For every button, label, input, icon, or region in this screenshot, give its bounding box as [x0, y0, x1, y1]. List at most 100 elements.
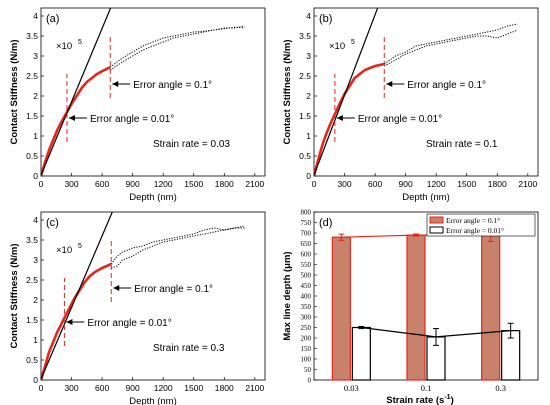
tail-curve-1 [384, 23, 518, 65]
y-tick-label: 150 [301, 345, 312, 353]
x-category-label: 0.3 [495, 383, 506, 393]
linear-fit-line [41, 212, 113, 380]
y-tick-label: 1.5 [26, 111, 38, 121]
panel-a: 0 300 600 900 1200 1500 1800 2100 0 0.5 1 1.5 2 2.5 3 3… [9, 7, 266, 203]
x-axis-label: Depth (nm) [402, 192, 450, 203]
x-tick-label: 900 [126, 383, 140, 393]
error-angle-small-label: Error angle = 0.01° [358, 114, 442, 125]
y-tick-label: 3.5 [299, 31, 311, 41]
arrow-error-small-head [66, 319, 73, 325]
x-tick-label: 300 [64, 179, 78, 189]
legend-box [426, 213, 536, 237]
y-tick-label: 1 [306, 131, 311, 141]
x-tick-label: 1500 [184, 179, 203, 189]
y-tick-label: 3 [306, 51, 311, 61]
y-tick-label: 0 [33, 375, 38, 385]
legend-label-1: Error angle = 0.1° [446, 216, 500, 225]
y-tick-label: 750 [301, 219, 312, 227]
y-tick-label: 2.5 [26, 275, 38, 285]
y-tick-label: 4 [306, 11, 311, 21]
y-tick-label: 0.5 [26, 151, 38, 161]
y-tick-label: 0.5 [299, 151, 311, 161]
panel-label: (a) [46, 13, 59, 25]
x-axis-label: Depth (nm) [129, 192, 177, 203]
x-tick-label: 1200 [154, 383, 173, 393]
x-tick-label: 0 [39, 383, 44, 393]
x-axis-label-exponent: -1 [444, 394, 450, 401]
x-tick-label: 900 [126, 179, 140, 189]
x-tick-label: 900 [399, 179, 413, 189]
y-tick-label: 4 [33, 215, 38, 225]
y-tick-label: 600 [301, 251, 312, 259]
y-tick-label: 550 [301, 261, 312, 269]
x-tick-label: 1500 [457, 179, 476, 189]
y-tick-label: 250 [301, 324, 312, 332]
tail-curve-2 [109, 26, 245, 71]
y-tick-label: 3 [33, 255, 38, 265]
x-axis-label: Strain rate (s-1) [386, 394, 453, 405]
panel-d: 0 50 100 150 200 250 300 350 400 450 500 550 600 650 7… [282, 209, 539, 405]
x-tick-label: 300 [64, 383, 78, 393]
error-angle-small-label: Error angle = 0.01° [90, 114, 174, 125]
tail-curve-2 [384, 29, 518, 67]
bar-series1-1 [406, 234, 426, 381]
y-tick-label: 2.5 [26, 71, 38, 81]
x-category-label: 0.1 [421, 383, 432, 393]
x-axis-label-text: Strain rate (s [386, 395, 444, 405]
x-tick-label: 2100 [245, 383, 264, 393]
plot-frame [40, 7, 266, 177]
x-tick-label: 1800 [215, 179, 234, 189]
x-tick-label: 1200 [154, 179, 173, 189]
y-tick-label: 1 [33, 335, 38, 345]
y-tick-label: 2.5 [299, 71, 311, 81]
y-tick-label: 300 [301, 314, 312, 322]
arrow-error-big-head [112, 81, 119, 87]
x-tick-label: 1500 [184, 383, 203, 393]
x-tick-label: 600 [368, 179, 382, 189]
plot-area [41, 212, 245, 380]
arrow-error-big-head [386, 81, 393, 87]
y-tick-label: 1.5 [26, 315, 38, 325]
y-axis-label: Max line depth (μm) [282, 251, 293, 340]
tail-curve-1 [109, 25, 245, 68]
x-tick-label: 1200 [427, 179, 446, 189]
y-tick-label: 0 [308, 377, 312, 385]
series-line-2 [361, 326, 511, 338]
y-tick-label: 3.5 [26, 235, 38, 245]
x-tick-label: 2100 [245, 179, 264, 189]
multiplier-exponent: 5 [351, 39, 355, 46]
y-tick-label: 800 [301, 209, 312, 217]
plot-frame [313, 7, 539, 177]
y-tick-label: 3.5 [26, 31, 38, 41]
multiplier-exponent: 5 [78, 39, 82, 46]
y-tick-label: 1 [33, 131, 38, 141]
tail-curve-2 [111, 227, 245, 269]
x-category-label: 0.03 [344, 383, 359, 393]
x-axis-label-close: ) [451, 395, 454, 405]
y-tick-label: 350 [301, 303, 312, 311]
y-tick-label: 0.5 [26, 355, 38, 365]
y-tick-label: 650 [301, 240, 312, 248]
y-tick-label: 700 [301, 230, 312, 238]
panel-label: (b) [319, 13, 332, 25]
error-angle-big-label: Error angle = 0.1° [134, 284, 213, 295]
y-tick-label: 450 [301, 282, 312, 290]
x-tick-label: 1800 [215, 383, 234, 393]
panel-c: 0 300 600 900 1200 1500 1800 2100 0 0.5 1 1.5 2 2.5 3 3… [9, 211, 266, 405]
legend: Error angle = 0.1°Error angle = 0.01° [426, 213, 536, 237]
y-tick-label: 4 [33, 11, 38, 21]
multiplier-label: ×10 [56, 245, 72, 256]
plot-frame [40, 211, 266, 381]
x-tick-label: 2100 [518, 179, 537, 189]
legend-swatch-1 [429, 216, 444, 224]
y-axis-label: Contact Stiffness (N/m) [9, 39, 20, 144]
x-tick-label: 0 [39, 179, 44, 189]
bar-series2-0 [351, 326, 371, 381]
linear-fit-line [41, 8, 112, 176]
y-tick-label: 500 [301, 272, 312, 280]
arrow-error-small-head [336, 115, 343, 121]
x-tick-label: 300 [337, 179, 351, 189]
bar-series1-2 [481, 234, 501, 381]
panel-label: (c) [46, 217, 59, 229]
